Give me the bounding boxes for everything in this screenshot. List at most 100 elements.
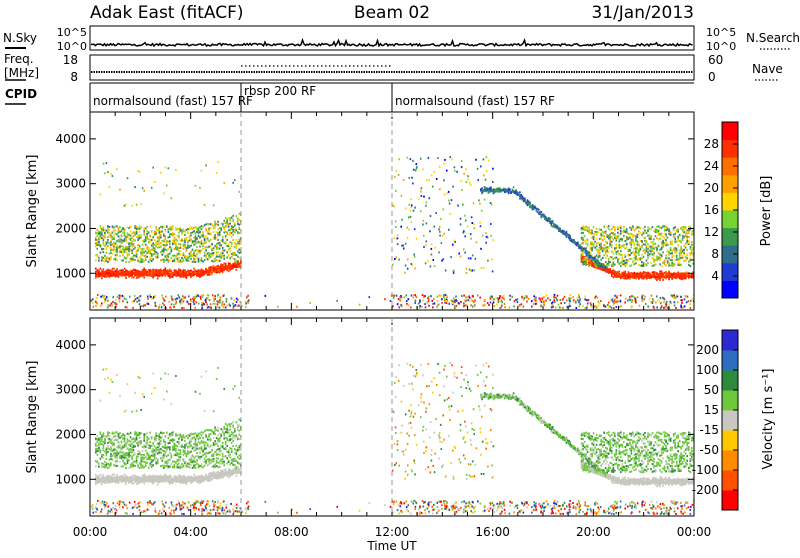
power-cell: [110, 272, 112, 274]
power-cell: [629, 233, 631, 235]
power-cell: [152, 245, 154, 247]
power-cell: [490, 187, 492, 189]
power-cell: [222, 236, 224, 238]
power-cell: [205, 223, 207, 225]
power-cell: [451, 199, 453, 201]
power-cell: [488, 160, 490, 162]
power-cell: [492, 181, 494, 183]
power-cell: [190, 258, 192, 260]
power-cell: [171, 249, 173, 251]
power-cell: [208, 255, 210, 257]
power-cell: [619, 244, 621, 246]
power-cell: [196, 246, 198, 248]
power-cell: [688, 240, 690, 242]
power-cell: [691, 259, 693, 261]
power-cell: [579, 303, 581, 305]
power-cell: [205, 270, 207, 272]
power-cell: [619, 258, 621, 260]
power-cell: [671, 254, 673, 256]
power-cell: [614, 257, 616, 259]
power-cell: [159, 234, 161, 236]
power-cell: [436, 178, 438, 180]
noise-tick-top-right: 10^5: [706, 26, 736, 39]
power-cell: [677, 296, 679, 298]
power-cell: [413, 169, 415, 171]
power-cell: [211, 266, 213, 268]
power-cell: [674, 233, 676, 235]
power-cell: [413, 254, 415, 256]
power-cell: [622, 274, 624, 276]
power-cell: [142, 187, 144, 189]
power-cell: [449, 203, 451, 205]
power-cell: [608, 302, 610, 304]
power-cell: [165, 246, 167, 248]
power-cell: [620, 233, 622, 235]
power-cell: [673, 255, 675, 257]
power-cell: [198, 232, 200, 234]
power-cell: [458, 253, 460, 255]
power-cell: [481, 210, 483, 212]
power-cell: [196, 257, 198, 259]
power-cell: [225, 241, 227, 243]
power-cell: [477, 168, 479, 170]
power-cell: [213, 254, 215, 256]
power-cell: [154, 234, 156, 236]
power-cell: [220, 256, 222, 258]
power-cell: [637, 234, 639, 236]
power-cell: [369, 296, 371, 298]
power-cell: [405, 265, 407, 267]
power-cell: [609, 271, 611, 273]
power-cell: [106, 248, 108, 250]
power-cell: [670, 274, 672, 276]
power-cell: [196, 249, 198, 251]
power-cell: [422, 168, 424, 170]
power-cell: [434, 171, 436, 173]
power-cell: [628, 260, 630, 262]
power-cell: [178, 294, 180, 296]
power-cell: [231, 217, 233, 219]
power-cell: [122, 250, 124, 252]
power-cell: [189, 255, 191, 257]
power-cell: [226, 257, 228, 259]
power-cell: [222, 271, 224, 273]
power-cell: [223, 222, 225, 224]
power-cell: [605, 245, 607, 247]
power-cell: [581, 257, 583, 259]
power-cell: [152, 254, 154, 256]
power-cell: [662, 242, 664, 244]
power-cell: [98, 272, 100, 274]
power-cell: [685, 275, 687, 277]
power-cell: [558, 299, 560, 301]
power-cell: [128, 227, 130, 229]
power-cell: [655, 301, 657, 303]
power-cell: [425, 205, 427, 207]
power-cell: [668, 263, 670, 265]
power-cell: [134, 186, 136, 188]
power-cell: [190, 245, 192, 247]
power-cell: [128, 261, 130, 263]
power-cell: [207, 231, 209, 233]
power-cell: [644, 276, 646, 278]
power-cell: [211, 243, 213, 245]
power-cell: [237, 218, 239, 220]
power-cell: [137, 238, 139, 240]
power-cell: [632, 275, 634, 277]
power-cell: [131, 258, 133, 260]
power-cell: [118, 239, 120, 241]
power-cell: [408, 229, 410, 231]
power-cell: [211, 253, 213, 255]
power-cell: [653, 239, 655, 241]
power-cell: [676, 273, 678, 275]
power-cell: [667, 250, 669, 252]
power-cell: [103, 257, 105, 259]
power-cell: [186, 259, 188, 261]
power-cell: [213, 204, 215, 206]
power-cell: [390, 300, 392, 302]
power-cell: [680, 240, 682, 242]
power-cell: [228, 249, 230, 251]
power-cell: [239, 243, 241, 245]
power-cell: [407, 157, 409, 159]
power-cell: [157, 270, 159, 272]
power-cell: [647, 275, 649, 277]
power-cell: [614, 299, 616, 301]
